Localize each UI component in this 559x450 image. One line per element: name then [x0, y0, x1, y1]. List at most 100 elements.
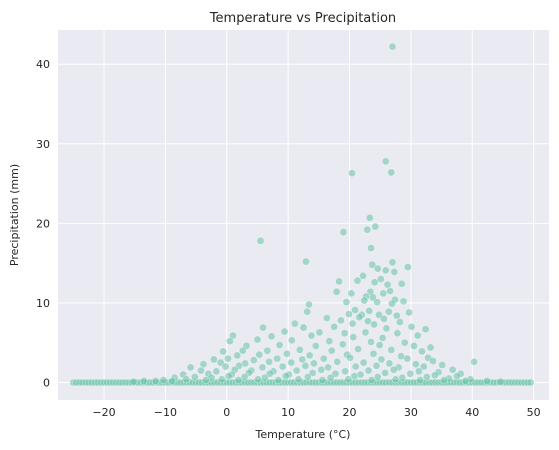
data-point	[448, 365, 457, 374]
data-point	[330, 322, 339, 331]
data-point	[317, 365, 326, 374]
data-point	[224, 372, 233, 381]
data-point	[283, 349, 291, 358]
x-tick-label: −10	[154, 406, 177, 419]
data-point	[340, 329, 349, 338]
data-point	[399, 297, 408, 306]
data-point	[355, 313, 364, 322]
data-point	[299, 323, 308, 332]
data-point	[379, 289, 388, 298]
data-point	[338, 340, 347, 349]
data-point	[430, 371, 439, 380]
data-point	[438, 361, 447, 369]
data-point	[371, 222, 380, 231]
data-point	[298, 355, 307, 364]
x-tick-label: −20	[92, 406, 115, 419]
data-point	[217, 375, 226, 384]
data-point	[377, 355, 386, 364]
data-point	[391, 375, 400, 384]
data-point	[367, 244, 375, 252]
data-point	[361, 328, 370, 337]
x-axis-label: Temperature (°C)	[255, 428, 351, 441]
data-point	[280, 327, 289, 336]
data-point	[302, 257, 310, 266]
data-point	[259, 323, 267, 332]
data-point	[291, 319, 299, 328]
data-point	[363, 225, 372, 234]
data-point	[140, 377, 148, 385]
data-point	[384, 307, 393, 316]
data-point	[345, 310, 353, 318]
data-points	[69, 42, 535, 387]
data-point	[381, 266, 390, 275]
data-point	[287, 336, 296, 345]
data-point	[359, 271, 367, 280]
data-point	[365, 306, 374, 315]
data-point	[375, 341, 384, 349]
data-point	[324, 363, 332, 372]
data-point	[209, 355, 218, 364]
data-point	[197, 366, 205, 375]
data-point	[159, 376, 168, 385]
data-point	[405, 308, 413, 317]
data-point	[380, 314, 388, 323]
data-point	[292, 366, 301, 375]
data-point	[388, 42, 397, 51]
data-point	[212, 367, 221, 376]
data-point	[418, 347, 426, 356]
data-point	[287, 358, 296, 367]
data-point	[397, 279, 406, 288]
data-point	[258, 363, 267, 372]
data-point	[332, 287, 341, 296]
data-point	[389, 365, 398, 374]
data-point	[387, 168, 396, 177]
data-point	[202, 376, 210, 385]
data-point	[470, 357, 479, 366]
data-point	[307, 331, 316, 340]
data-point	[364, 366, 373, 375]
data-point	[260, 373, 269, 382]
data-point	[461, 377, 470, 385]
data-point	[426, 343, 435, 352]
data-point	[349, 333, 358, 342]
data-point	[346, 353, 355, 362]
chart-title: Temperature vs Precipitation	[209, 11, 396, 26]
data-point	[416, 376, 425, 385]
plot-background	[58, 30, 549, 400]
data-point	[381, 369, 390, 377]
data-point	[496, 377, 505, 386]
data-point	[413, 331, 422, 340]
data-point	[348, 319, 357, 328]
data-point	[221, 362, 230, 371]
data-point	[393, 329, 402, 338]
data-point	[403, 354, 412, 363]
data-point	[233, 351, 242, 360]
data-point	[341, 367, 350, 376]
data-point	[327, 346, 336, 355]
y-tick-label: 30	[36, 138, 50, 151]
data-point	[369, 349, 378, 358]
data-point	[526, 378, 535, 387]
data-point	[373, 298, 382, 307]
data-point	[382, 324, 391, 333]
y-tick-label: 40	[36, 58, 50, 71]
x-tick-label: 10	[281, 406, 295, 419]
data-point	[310, 359, 318, 368]
data-point	[381, 157, 390, 166]
data-point	[440, 376, 448, 385]
data-point	[453, 372, 461, 381]
data-point	[350, 372, 359, 381]
data-point	[390, 267, 399, 276]
data-point	[326, 373, 335, 382]
data-point	[219, 347, 227, 356]
x-tick-label: 40	[465, 406, 479, 419]
data-point	[407, 322, 416, 331]
data-point	[129, 377, 138, 386]
data-point	[387, 345, 396, 354]
data-point	[224, 354, 232, 363]
data-point	[190, 373, 199, 381]
data-point	[378, 334, 387, 342]
data-point	[238, 346, 247, 355]
data-point	[305, 300, 313, 309]
data-point	[367, 376, 376, 385]
